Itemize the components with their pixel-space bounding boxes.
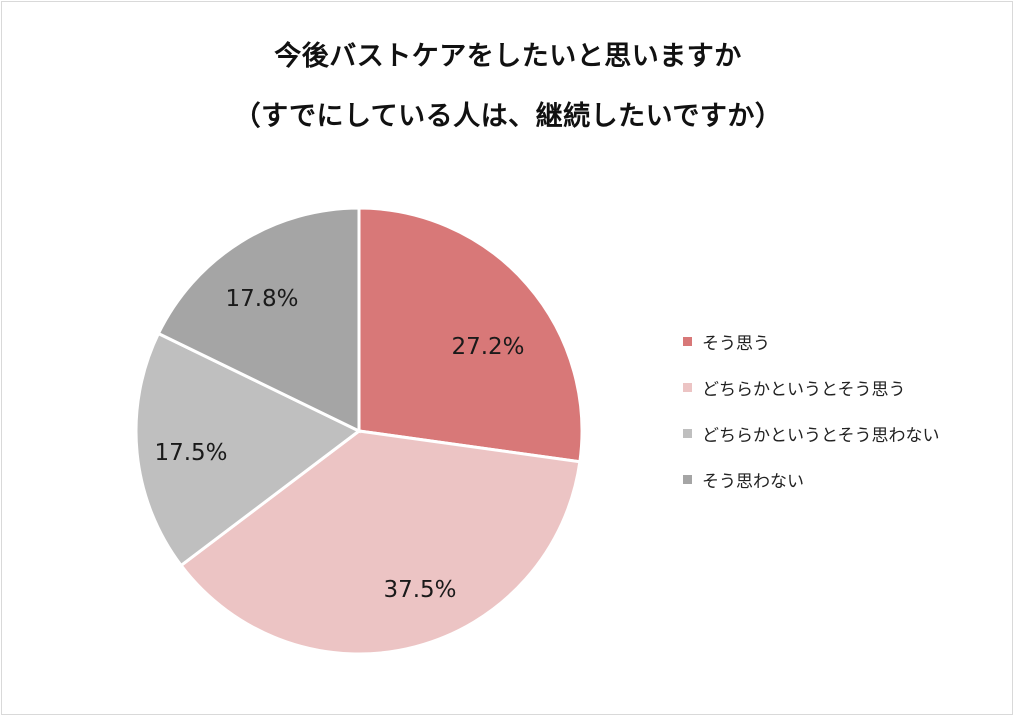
legend-swatch [683, 428, 692, 438]
slice-label-somewhat-agree: 37.5% [383, 577, 456, 603]
legend-label: そう思わない [702, 471, 804, 492]
chart-title-line2: （すでにしている人は、継続したいですか） [233, 101, 783, 132]
legend-swatch [683, 474, 692, 484]
slice-somewhat-agree [178, 429, 582, 656]
slice-somewhat-disagree [134, 331, 362, 568]
legend-item-somewhat-agree: どちらかというとそう思う [683, 364, 940, 410]
slice-label-disagree: 17.8% [225, 286, 298, 312]
legend-item-agree: そう思う [683, 318, 940, 364]
slice-label-somewhat-disagree: 17.5% [154, 440, 227, 466]
legend-item-somewhat-disagree: どちらかというとそう思わない [683, 410, 940, 456]
legend-swatch [683, 382, 692, 392]
legend-label: どちらかというとそう思う [702, 379, 906, 400]
legend-label: どちらかというとそう思わない [702, 425, 940, 446]
legend-label: そう思う [702, 333, 770, 354]
slice-disagree [156, 206, 361, 434]
slice-label-agree: 27.2% [451, 334, 524, 360]
slice-agree [357, 206, 584, 464]
legend: そう思う どちらかというとそう思う どちらかというとそう思わない そう思わない [683, 318, 940, 502]
chart-title-line1: 今後バストケアをしたいと思いますか [274, 41, 742, 72]
legend-item-disagree: そう思わない [683, 456, 940, 502]
legend-swatch [683, 336, 692, 346]
